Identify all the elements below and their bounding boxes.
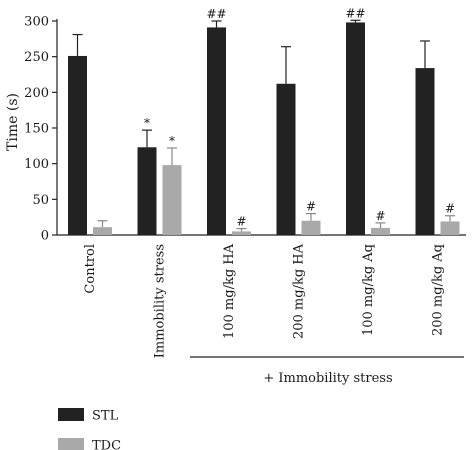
legend-swatch-stl: [58, 408, 84, 421]
bar-tdc-immobility-stress: [162, 165, 182, 235]
category-label: 200 mg/kg Aq: [431, 244, 446, 336]
significance-mark-tdc: *: [169, 134, 175, 148]
category-label: 100 mg/kg HA: [222, 243, 237, 339]
category-label: Immobility stress: [153, 244, 168, 358]
legend-swatch-tdc: [58, 438, 84, 450]
group-bracket-label: + Immobility stress: [263, 371, 392, 386]
y-tick-label: 200: [24, 86, 49, 101]
bar-tdc-control: [93, 227, 112, 235]
y-tick-label: 300: [24, 15, 49, 30]
significance-mark-stl: *: [144, 116, 150, 130]
bar-stl-200-mg-kg-ha: [276, 83, 296, 235]
significance-mark-tdc: #: [375, 209, 385, 223]
group-bracket: + Immobility stress: [190, 356, 464, 386]
bar-tdc-200-mg-kg-ha: [301, 220, 321, 235]
bar-stl-200-mg-kg-aq: [415, 68, 435, 235]
y-tick-label: 100: [24, 157, 49, 172]
legend-label-stl: STL: [92, 409, 119, 424]
bar-stl-control: [68, 55, 87, 235]
y-axis: 0 50 100 150 200 250 300: [24, 15, 466, 244]
y-axis-label: Time (s): [5, 93, 21, 151]
category-label: 200 mg/kg HA: [292, 243, 307, 339]
y-tick-label: 150: [24, 122, 49, 137]
significance-mark-tdc: #: [236, 215, 246, 229]
legend: STL TDC: [58, 408, 121, 450]
y-tick-label: 250: [24, 50, 49, 65]
category-label: Control: [83, 244, 98, 294]
bar-tdc-100-mg-kg-ha: [232, 231, 251, 235]
significance-mark-stl: ##: [206, 7, 226, 21]
legend-label-tdc: TDC: [92, 439, 121, 450]
significance-mark-stl: ##: [345, 6, 365, 20]
category-labels: Control Immobility stress 100 mg/kg HA 200 …: [83, 243, 446, 358]
category-label: 100 mg/kg Aq: [361, 244, 376, 336]
bar-tdc-200-mg-kg-aq: [440, 221, 460, 235]
y-tick-label: 0: [41, 229, 49, 244]
significance-mark-tdc: #: [306, 200, 316, 214]
bar-stl-100-mg-kg-aq: [346, 22, 365, 235]
bar-tdc-100-mg-kg-aq: [371, 227, 390, 235]
bars: **########: [68, 6, 460, 236]
bar-stl-100-mg-kg-ha: [207, 27, 226, 236]
significance-mark-tdc: #: [445, 202, 455, 216]
bar-stl-immobility-stress: [137, 147, 157, 235]
y-tick-label: 50: [32, 193, 49, 208]
